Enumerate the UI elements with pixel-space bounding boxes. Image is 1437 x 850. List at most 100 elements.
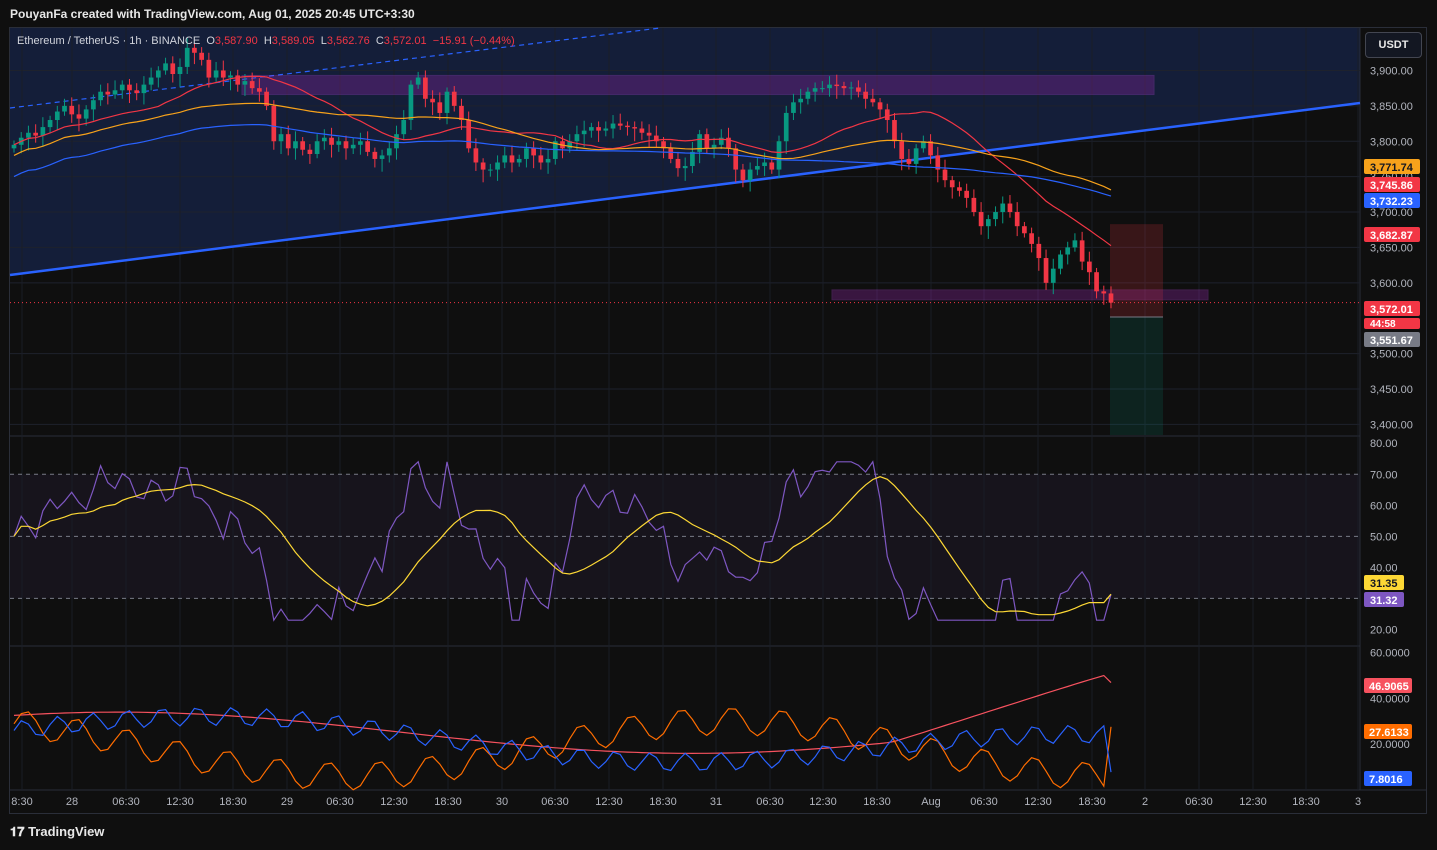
candle-body[interactable] — [249, 81, 255, 89]
candle-body[interactable] — [242, 81, 248, 85]
candle-body[interactable] — [47, 120, 53, 128]
candle-body[interactable] — [993, 212, 998, 220]
candle-body[interactable] — [98, 91, 103, 101]
candle-body[interactable] — [1094, 272, 1099, 292]
resistance-zone[interactable] — [241, 74, 1155, 96]
candle-body[interactable] — [314, 141, 320, 154]
candle-body[interactable] — [372, 151, 378, 159]
candle-body[interactable] — [856, 87, 861, 92]
candle-body[interactable] — [1022, 226, 1027, 234]
candle-body[interactable] — [40, 127, 46, 136]
candle-body[interactable] — [1079, 240, 1085, 262]
candle-body[interactable] — [1000, 203, 1006, 213]
candle-body[interactable] — [155, 70, 161, 78]
candle-body[interactable] — [516, 158, 522, 163]
candle-body[interactable] — [942, 169, 948, 181]
symbol-legend[interactable]: Ethereum / TetherUS · 1h · BINANCE O3,58… — [17, 35, 515, 47]
currency-button[interactable]: USDT — [1365, 32, 1422, 58]
candle-body[interactable] — [228, 75, 233, 78]
candle-body[interactable] — [379, 155, 385, 159]
candle-body[interactable] — [726, 137, 731, 149]
candle-body[interactable] — [1029, 233, 1034, 244]
candle-body[interactable] — [1101, 291, 1107, 294]
candle-body[interactable] — [646, 132, 652, 136]
candle-body[interactable] — [69, 105, 75, 115]
candle-body[interactable] — [401, 120, 407, 135]
candle-body[interactable] — [870, 98, 876, 103]
candle-body[interactable] — [235, 75, 241, 85]
candle-body[interactable] — [762, 162, 767, 167]
candle-body[interactable] — [921, 141, 926, 149]
candle-body[interactable] — [336, 141, 342, 145]
candle-body[interactable] — [307, 149, 313, 154]
candle-body[interactable] — [632, 127, 638, 129]
candle-body[interactable] — [199, 52, 204, 60]
candle-body[interactable] — [473, 148, 479, 163]
candle-body[interactable] — [538, 155, 544, 163]
candle-body[interactable] — [83, 109, 89, 119]
candle-body[interactable] — [62, 105, 67, 112]
candle-body[interactable] — [690, 151, 695, 167]
candle-body[interactable] — [1087, 261, 1092, 273]
candle-body[interactable] — [589, 127, 594, 131]
candle-body[interactable] — [329, 137, 334, 145]
tradingview-logo[interactable]: 𝟏𝟕 TradingView — [10, 824, 104, 840]
position-target-zone[interactable] — [1110, 317, 1163, 435]
candle-body[interactable] — [848, 87, 854, 89]
candle-body[interactable] — [26, 132, 31, 138]
upper-channel-line[interactable] — [9, 27, 661, 109]
candle-body[interactable] — [285, 134, 291, 149]
candle-body[interactable] — [1065, 247, 1071, 255]
candle-body[interactable] — [321, 137, 327, 142]
candle-body[interactable] — [459, 105, 464, 121]
candle-body[interactable] — [1036, 243, 1042, 259]
candle-body[interactable] — [386, 148, 392, 156]
candle-body[interactable] — [819, 88, 825, 90]
candle-body[interactable] — [639, 128, 645, 133]
candle-body[interactable] — [653, 135, 659, 142]
candle-body[interactable] — [877, 102, 883, 110]
candle-body[interactable] — [552, 141, 558, 159]
candle-body[interactable] — [524, 148, 529, 159]
candle-body[interactable] — [1043, 258, 1049, 283]
candle-body[interactable] — [127, 84, 132, 91]
candle-body[interactable] — [834, 84, 840, 87]
candle-body[interactable] — [11, 144, 17, 149]
candle-body[interactable] — [1108, 293, 1114, 303]
candle-body[interactable] — [206, 59, 212, 78]
candle-body[interactable] — [978, 212, 984, 227]
candle-body[interactable] — [718, 137, 724, 145]
candle-body[interactable] — [119, 84, 125, 91]
candle-body[interactable] — [776, 141, 782, 170]
candle-body[interactable] — [704, 134, 710, 149]
candle-body[interactable] — [928, 141, 933, 156]
candle-body[interactable] — [1058, 254, 1063, 269]
candle-body[interactable] — [581, 130, 587, 135]
candle-body[interactable] — [791, 102, 796, 113]
candle-body[interactable] — [545, 158, 551, 163]
candle-body[interactable] — [220, 70, 226, 78]
candle-body[interactable] — [747, 169, 753, 181]
candle-body[interactable] — [1072, 240, 1078, 248]
candle-body[interactable] — [451, 91, 457, 106]
candle-body[interactable] — [437, 102, 443, 113]
candle-body[interactable] — [668, 148, 674, 159]
candle-body[interactable] — [740, 169, 746, 181]
candle-body[interactable] — [661, 141, 666, 149]
candle-body[interactable] — [964, 190, 970, 198]
candle-body[interactable] — [841, 86, 847, 89]
candle-body[interactable] — [805, 91, 811, 99]
candle-body[interactable] — [935, 155, 941, 170]
candle-body[interactable] — [271, 105, 277, 142]
candle-body[interactable] — [415, 77, 421, 85]
candle-body[interactable] — [177, 66, 183, 75]
candle-body[interactable] — [444, 91, 450, 113]
candle-body[interactable] — [184, 47, 190, 67]
candle-body[interactable] — [54, 111, 60, 121]
candle-body[interactable] — [531, 148, 536, 156]
candle-body[interactable] — [1007, 203, 1013, 213]
candle-body[interactable] — [755, 166, 760, 170]
ascending-trendline[interactable] — [9, 101, 1361, 277]
candle-body[interactable] — [423, 77, 428, 99]
